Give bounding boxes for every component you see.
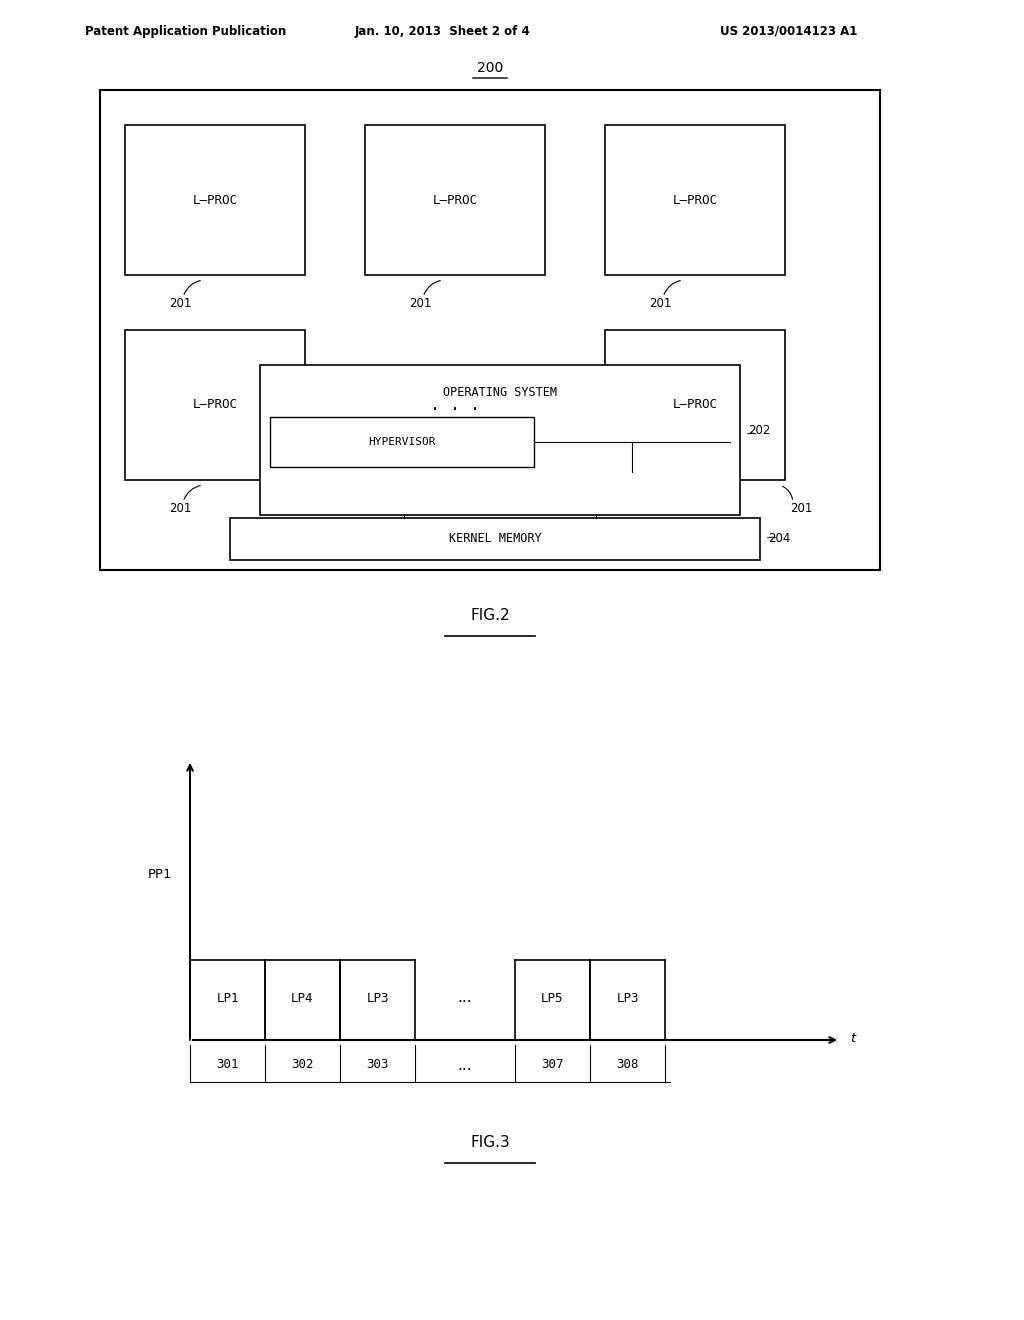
Text: 200: 200 <box>477 61 503 75</box>
FancyBboxPatch shape <box>605 125 785 275</box>
Text: 308: 308 <box>616 1059 639 1072</box>
Text: Jan. 10, 2013  Sheet 2 of 4: Jan. 10, 2013 Sheet 2 of 4 <box>355 25 530 38</box>
Text: ...: ... <box>458 990 472 1006</box>
Text: 201: 201 <box>169 502 191 515</box>
Text: 302: 302 <box>291 1059 313 1072</box>
Text: 201: 201 <box>649 297 671 310</box>
Text: LP3: LP3 <box>616 991 639 1005</box>
Text: Patent Application Publication: Patent Application Publication <box>85 25 287 38</box>
FancyBboxPatch shape <box>230 517 760 560</box>
Text: FIG.3: FIG.3 <box>470 1135 510 1150</box>
Text: FIG.2: FIG.2 <box>470 609 510 623</box>
FancyBboxPatch shape <box>270 417 534 467</box>
Text: 201: 201 <box>790 502 812 515</box>
FancyBboxPatch shape <box>605 330 785 480</box>
Text: L–PROC: L–PROC <box>193 194 238 206</box>
FancyBboxPatch shape <box>260 366 740 515</box>
Text: L–PROC: L–PROC <box>673 194 718 206</box>
Text: LP3: LP3 <box>367 991 389 1005</box>
Text: LP4: LP4 <box>291 991 313 1005</box>
Text: 204: 204 <box>768 532 791 545</box>
Text: HYPERVISOR: HYPERVISOR <box>369 437 436 447</box>
Bar <box>100 90 880 570</box>
Text: LP1: LP1 <box>216 991 239 1005</box>
Text: 301: 301 <box>216 1059 239 1072</box>
Text: LP5: LP5 <box>542 991 564 1005</box>
FancyBboxPatch shape <box>125 125 305 275</box>
Text: ...: ... <box>458 1057 472 1072</box>
Text: KERNEL MEMORY: KERNEL MEMORY <box>449 532 542 545</box>
Text: t: t <box>850 1031 855 1044</box>
Text: L–PROC: L–PROC <box>673 399 718 412</box>
Text: PP1: PP1 <box>148 869 172 882</box>
Text: 303: 303 <box>367 1059 389 1072</box>
Text: US 2013/0014123 A1: US 2013/0014123 A1 <box>720 25 857 38</box>
Text: OPERATING SYSTEM: OPERATING SYSTEM <box>443 387 557 400</box>
Text: 307: 307 <box>542 1059 564 1072</box>
Text: 202: 202 <box>748 424 770 437</box>
Text: 201: 201 <box>169 297 191 310</box>
Text: 201: 201 <box>409 297 431 310</box>
FancyBboxPatch shape <box>125 330 305 480</box>
Text: L–PROC: L–PROC <box>193 399 238 412</box>
Text: L–PROC: L–PROC <box>432 194 477 206</box>
FancyBboxPatch shape <box>365 125 545 275</box>
Text: . . .: . . . <box>430 396 480 414</box>
